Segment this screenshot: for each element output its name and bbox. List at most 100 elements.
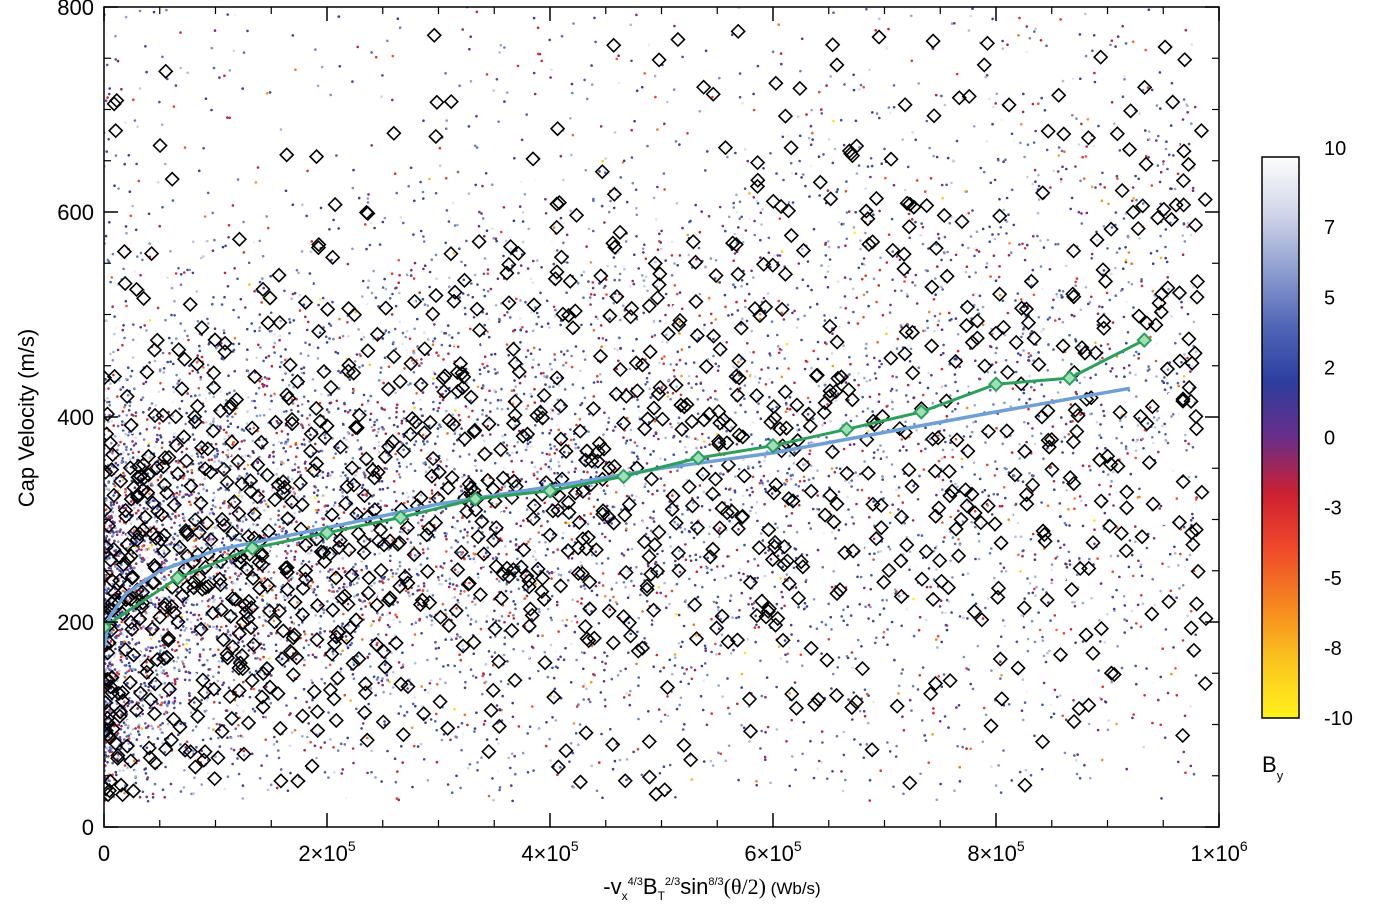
- scatter-point: [878, 17, 881, 21]
- scatter-point: [955, 706, 958, 709]
- scatter-point: [132, 753, 135, 756]
- scatter-point: [246, 348, 249, 352]
- scatter-point: [1000, 504, 1004, 508]
- scatter-point: [604, 705, 607, 708]
- scatter-point: [418, 364, 421, 368]
- scatter-point: [440, 574, 444, 577]
- scatter-point: [502, 653, 506, 657]
- scatter-point: [680, 530, 684, 534]
- scatter-point: [597, 336, 601, 340]
- scatter-point: [431, 594, 435, 597]
- scatter-point: [994, 784, 998, 787]
- scatter-point: [1123, 75, 1126, 78]
- scatter-point: [809, 164, 813, 168]
- scatter-point: [1151, 681, 1155, 684]
- scatter-point: [354, 562, 357, 566]
- scatter-point: [535, 311, 539, 315]
- scatter-point: [727, 215, 731, 219]
- scatter-point: [740, 723, 743, 727]
- scatter-point: [137, 548, 141, 551]
- scatter-point: [796, 423, 799, 427]
- scatter-point: [873, 552, 876, 555]
- scatter-point: [147, 689, 150, 692]
- scatter-point: [623, 268, 626, 271]
- scatter-point: [177, 547, 180, 550]
- scatter-point: [335, 241, 339, 245]
- scatter-point: [472, 379, 476, 382]
- scatter-point: [318, 331, 322, 335]
- scatter-point: [130, 413, 134, 417]
- scatter-point: [114, 58, 117, 61]
- scatter-point: [120, 620, 123, 624]
- scatter-point: [307, 525, 310, 529]
- scatter-point: [213, 327, 217, 331]
- scatter-point: [1132, 713, 1135, 716]
- scatter-point: [818, 194, 821, 197]
- scatter-point: [632, 750, 635, 754]
- scatter-point: [365, 564, 368, 568]
- scatter-point: [863, 263, 866, 266]
- scatter-point: [126, 726, 130, 730]
- scatter-point: [552, 34, 556, 38]
- scatter-point: [893, 658, 896, 662]
- scatter-point: [821, 424, 824, 427]
- scatter-point: [1028, 374, 1031, 378]
- scatter-point: [178, 644, 181, 648]
- scatter-point: [525, 113, 528, 116]
- scatter-point: [315, 511, 319, 514]
- scatter-point: [107, 526, 110, 530]
- scatter-point: [1054, 243, 1057, 246]
- scatter-point: [1161, 562, 1164, 565]
- scatter-point: [930, 373, 933, 377]
- scatter-point: [331, 514, 334, 517]
- scatter-point: [529, 277, 533, 281]
- scatter-point: [1037, 414, 1041, 418]
- scatter-point: [739, 403, 742, 407]
- scatter-point: [571, 598, 574, 601]
- scatter-point: [473, 727, 477, 730]
- scatter-point: [162, 578, 166, 582]
- scatter-point: [546, 607, 550, 611]
- scatter-point: [1139, 565, 1142, 569]
- scatter-point: [372, 101, 376, 105]
- scatter-point: [122, 531, 125, 534]
- scatter-point: [838, 467, 842, 471]
- scatter-point: [131, 736, 135, 740]
- scatter-point: [531, 528, 534, 531]
- scatter-point: [890, 463, 894, 466]
- scatter-point: [173, 682, 177, 686]
- scatter-point: [1053, 688, 1057, 692]
- scatter-point: [579, 561, 583, 564]
- scatter-point: [994, 351, 997, 355]
- scatter-point: [1100, 698, 1103, 701]
- scatter-point: [1106, 473, 1110, 476]
- scatter-point: [448, 344, 452, 348]
- scatter-point: [115, 773, 118, 777]
- scatter-point: [482, 672, 485, 675]
- scatter-point: [528, 725, 532, 728]
- scatter-point: [565, 291, 568, 295]
- scatter-point: [891, 250, 894, 253]
- scatter-point: [771, 50, 775, 53]
- scatter-point: [952, 476, 955, 479]
- scatter-point: [603, 500, 607, 503]
- scatter-point: [388, 297, 392, 300]
- scatter-point: [908, 568, 911, 571]
- scatter-point: [1062, 543, 1066, 547]
- scatter-point: [821, 566, 825, 569]
- scatter-point: [354, 360, 357, 363]
- scatter-point: [909, 347, 913, 351]
- scatter-point: [133, 486, 137, 490]
- scatter-point: [242, 786, 245, 790]
- scatter-point: [416, 533, 420, 537]
- scatter-point: [1100, 403, 1103, 407]
- scatter-point: [227, 549, 230, 552]
- scatter-point: [1184, 28, 1188, 32]
- scatter-point: [662, 666, 666, 669]
- scatter-point: [173, 314, 176, 317]
- scatter-point: [795, 530, 799, 534]
- scatter-point: [485, 620, 489, 623]
- scatter-point: [645, 600, 649, 603]
- scatter-point: [739, 578, 742, 582]
- scatter-point: [896, 337, 900, 341]
